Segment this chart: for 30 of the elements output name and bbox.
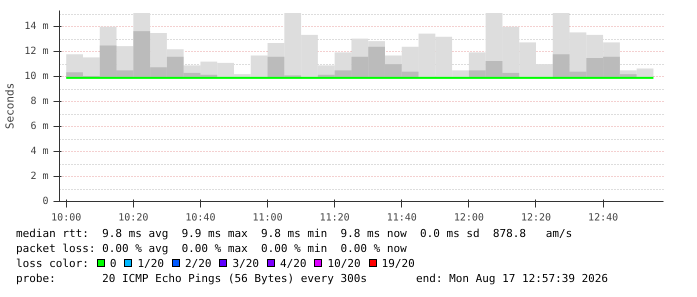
x-tick-label: 12:00	[454, 212, 484, 224]
y-tick-label: 8 m	[30, 96, 48, 108]
text: median rtt: 9.8 ms avg 9.9 ms max 9.8 ms min 9.8 ms now 0.0 ms sd 878.8 am/s	[16, 227, 572, 240]
y-tick-label: 14 m	[24, 21, 49, 32]
text: end: Mon Aug 17 12:57:39 2026	[416, 272, 608, 285]
y-tick-label: 4 m	[30, 146, 48, 158]
legend-label: 10/20	[327, 257, 361, 270]
x-tick-label: 10:20	[118, 212, 148, 224]
y-axis-title: Seconds	[3, 82, 16, 130]
y-tick-label: 0	[42, 196, 49, 207]
legend-label: 4/20	[280, 257, 306, 270]
x-tick-label: 12:40	[588, 212, 618, 224]
text: packet loss: 0.00 % avg 0.00 % max 0.00 % min 0.00 % now	[16, 242, 407, 255]
legend-title: loss color:	[16, 257, 89, 270]
x-tick-label: 10:00	[51, 212, 82, 224]
y-tick-label: 10 m	[24, 71, 49, 82]
text: probe: 20 ICMP Echo Pings (56 Bytes) every 300s	[16, 271, 368, 286]
x-tick-label: 11:20	[320, 212, 350, 224]
legend-label: 0	[110, 257, 116, 270]
legend-label: 19/20	[382, 257, 415, 270]
y-tick-label: 2 m	[30, 171, 48, 182]
x-tick-label: 11:00	[252, 212, 283, 224]
x-tick-label: 11:40	[386, 212, 417, 224]
y-tick-label: 6 m	[30, 121, 48, 132]
legend-label: 2/20	[184, 257, 212, 270]
legend-label: 3/20	[232, 257, 259, 270]
y-tick-label: 12 m	[24, 46, 49, 58]
x-tick-label: 12:20	[520, 212, 552, 224]
legend-label: 1/20	[137, 257, 164, 270]
x-tick-label: 10:40	[185, 212, 216, 224]
